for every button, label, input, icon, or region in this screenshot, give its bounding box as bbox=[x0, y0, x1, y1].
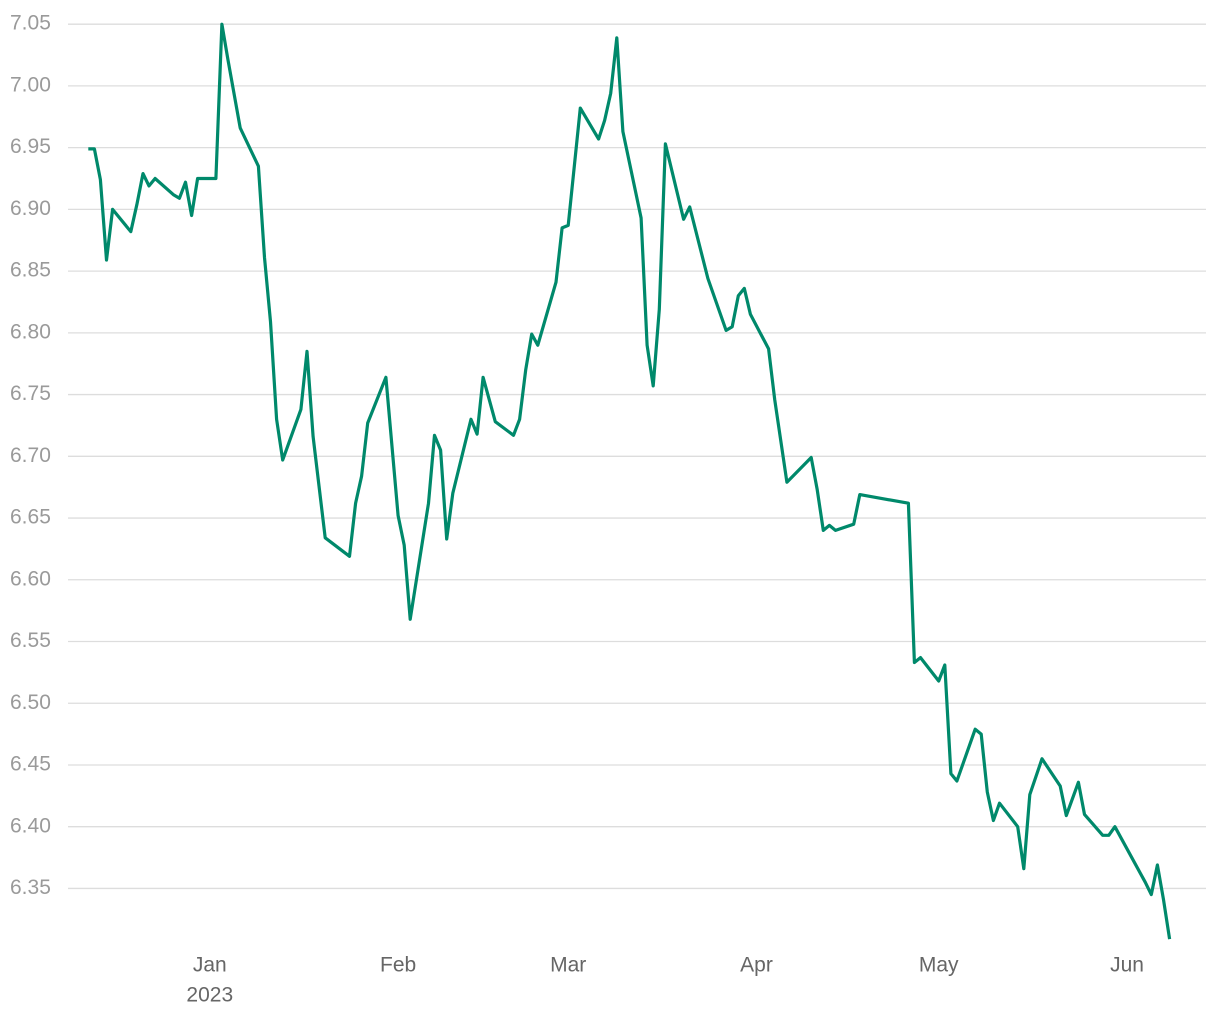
x-tick-label: Apr bbox=[740, 954, 773, 977]
y-tick-label: 6.40 bbox=[10, 814, 51, 837]
y-tick-label: 6.95 bbox=[10, 135, 51, 158]
x-tick-label: Mar bbox=[550, 954, 586, 977]
y-tick-label: 6.55 bbox=[10, 629, 51, 652]
y-tick-label: 6.35 bbox=[10, 876, 51, 899]
line bbox=[88, 22, 1172, 940]
x-tick-label: May bbox=[919, 954, 959, 977]
y-tick-label: 6.80 bbox=[10, 320, 51, 343]
y-tick-label: 6.70 bbox=[10, 444, 51, 467]
x-tick-label: Jun bbox=[1110, 954, 1144, 977]
y-tick-label: 6.90 bbox=[10, 197, 51, 220]
y-tick-label: 6.45 bbox=[10, 753, 51, 776]
y-tick-label: 6.50 bbox=[10, 691, 51, 714]
y-tick-label: 6.75 bbox=[10, 382, 51, 405]
y-tick-label: 6.65 bbox=[10, 506, 51, 529]
x-tick-label: Jan bbox=[193, 954, 227, 977]
x-tick-label: Feb bbox=[380, 954, 416, 977]
x-tick-label: 2023 bbox=[186, 984, 233, 1007]
y-tick-label: 6.60 bbox=[10, 567, 51, 590]
y-tick-label: 7.00 bbox=[10, 73, 51, 96]
y-tick-label: 7.05 bbox=[10, 12, 51, 35]
y-tick-label: 6.85 bbox=[10, 259, 51, 282]
